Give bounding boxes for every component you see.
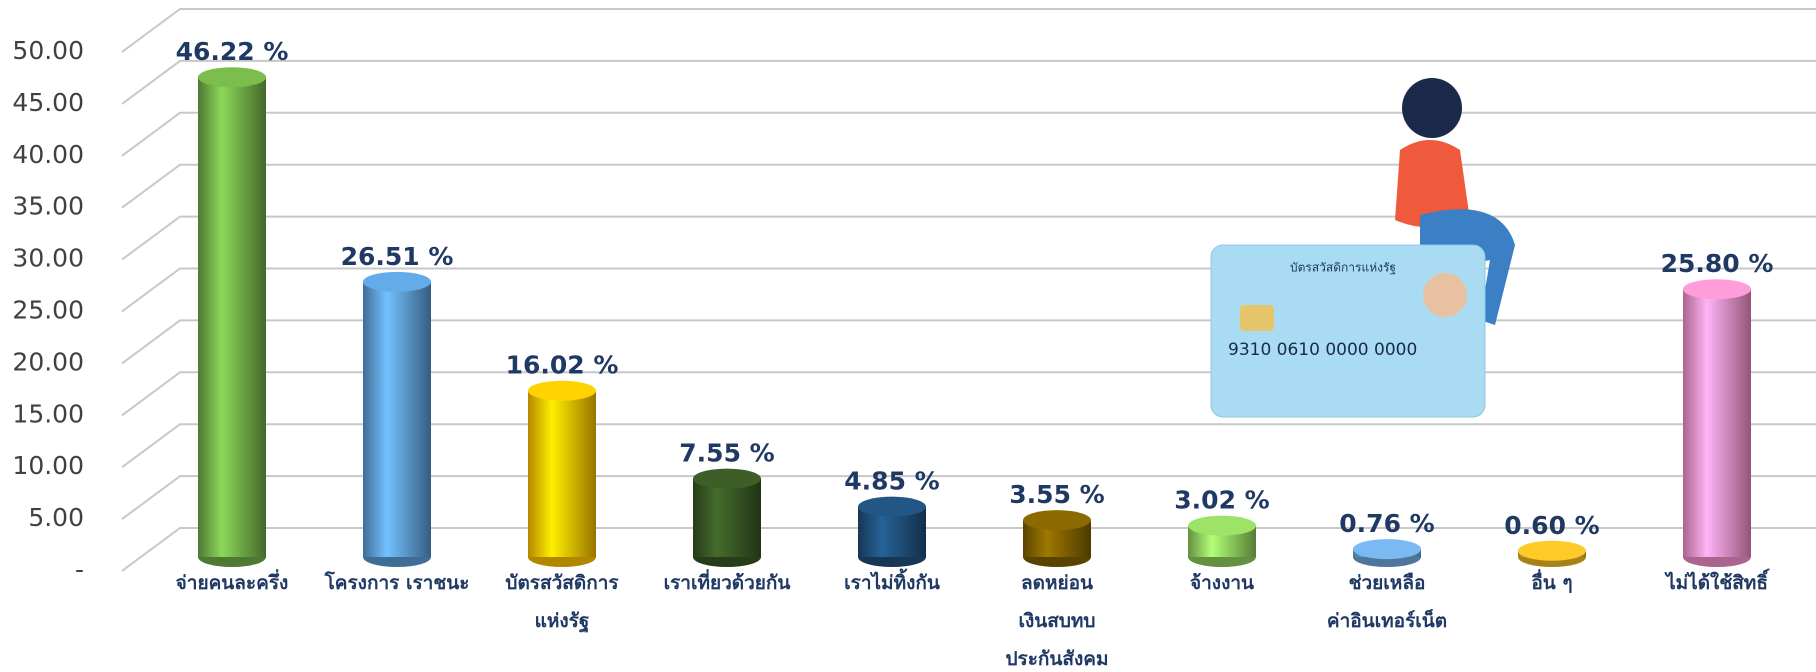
cylinder: 0.60 % [1504,511,1599,567]
cylinder-top [528,381,596,401]
value-label: 3.02 % [1174,486,1269,515]
y-tick-label: 5.00 [28,503,84,532]
cylinder: 25.80 % [1661,249,1774,567]
y-tick-label: 25.00 [12,296,84,325]
cylinder-top [363,272,431,292]
card-number: 9310 0610 0000 0000 [1228,340,1417,360]
value-label: 3.55 % [1009,480,1104,509]
cylinder: 3.02 % [1174,486,1269,567]
cylinder: 3.55 % [1009,480,1104,567]
card-photo [1423,273,1467,317]
grid-line [122,113,1816,156]
page: - 5.00 10.00 15.00 20.00 25.00 30.00 35.00 40.00… [0,0,1816,672]
cylinder: 46.22 % [176,37,289,567]
cylinder-top [858,497,926,517]
grid-line [122,61,1816,104]
bar [363,282,431,557]
x-tick-label: โครงการ เราชนะ [302,564,492,602]
x-tick-label: ช่วยเหลือ ค่าอินเทอร์เน็ต [1292,564,1482,640]
value-label: 46.22 % [176,37,289,66]
cylinder-top [1023,510,1091,530]
y-tick-label: 40.00 [12,140,84,169]
y-tick-label: 20.00 [12,347,84,376]
y-tick-label: 50.00 [12,36,84,65]
x-tick-label: เราเที่ยวด้วยกัน [632,564,822,602]
x-tick-label: อื่น ๆ [1457,564,1647,602]
value-label: 7.55 % [679,439,774,468]
cylinder-top [693,469,761,489]
card-illustration: บัตรสวัสดิการแห่งรัฐ 9310 0610 0000 0000 [1211,78,1515,417]
y-tick-label: - [75,555,84,584]
bar [528,391,596,557]
x-tick-label: จ่ายคนละครึ่ง [137,564,327,602]
cylinder-top [198,67,266,87]
cylinder: 26.51 % [341,242,454,567]
cylinder-top [1353,539,1421,559]
y-tick-label: 30.00 [12,244,84,273]
value-label: 4.85 % [844,467,939,496]
grid-line [122,9,1816,52]
cylinder: 7.55 % [679,439,774,567]
y-tick-label: 45.00 [12,88,84,117]
value-label: 25.80 % [1661,249,1774,278]
x-tick-label: จ้างงาน [1127,564,1317,602]
y-tick-label: 15.00 [12,399,84,428]
x-tick-label: ไม่ได้ใช้สิทธิ์ [1622,564,1812,602]
bar [198,77,266,557]
y-tick-label: 35.00 [12,192,84,221]
value-label: 0.76 % [1339,509,1434,538]
y-tick-label: 10.00 [12,451,84,480]
bar [693,479,761,557]
grid-line [122,165,1816,208]
x-tick-label: บัตรสวัสดิการ แห่งรัฐ [467,564,657,640]
x-tick-label: ลดหย่อน เงินสบทบ ประกันสังคม [962,564,1152,672]
card-title: บัตรสวัสดิการแห่งรัฐ [1290,261,1396,275]
card-chip [1240,305,1274,331]
bar [1683,289,1751,557]
value-label: 0.60 % [1504,511,1599,540]
x-tick-label: เราไม่ทิ้งกัน [797,564,987,602]
cylinder-top [1518,541,1586,561]
cylinder: 16.02 % [506,351,619,567]
figure-hair [1402,78,1462,138]
cylinder-top [1188,516,1256,536]
value-label: 16.02 % [506,351,619,380]
value-label: 26.51 % [341,242,454,271]
cylinder-top [1683,279,1751,299]
cylinder: 0.76 % [1339,509,1434,567]
cylinder: 4.85 % [844,467,939,567]
